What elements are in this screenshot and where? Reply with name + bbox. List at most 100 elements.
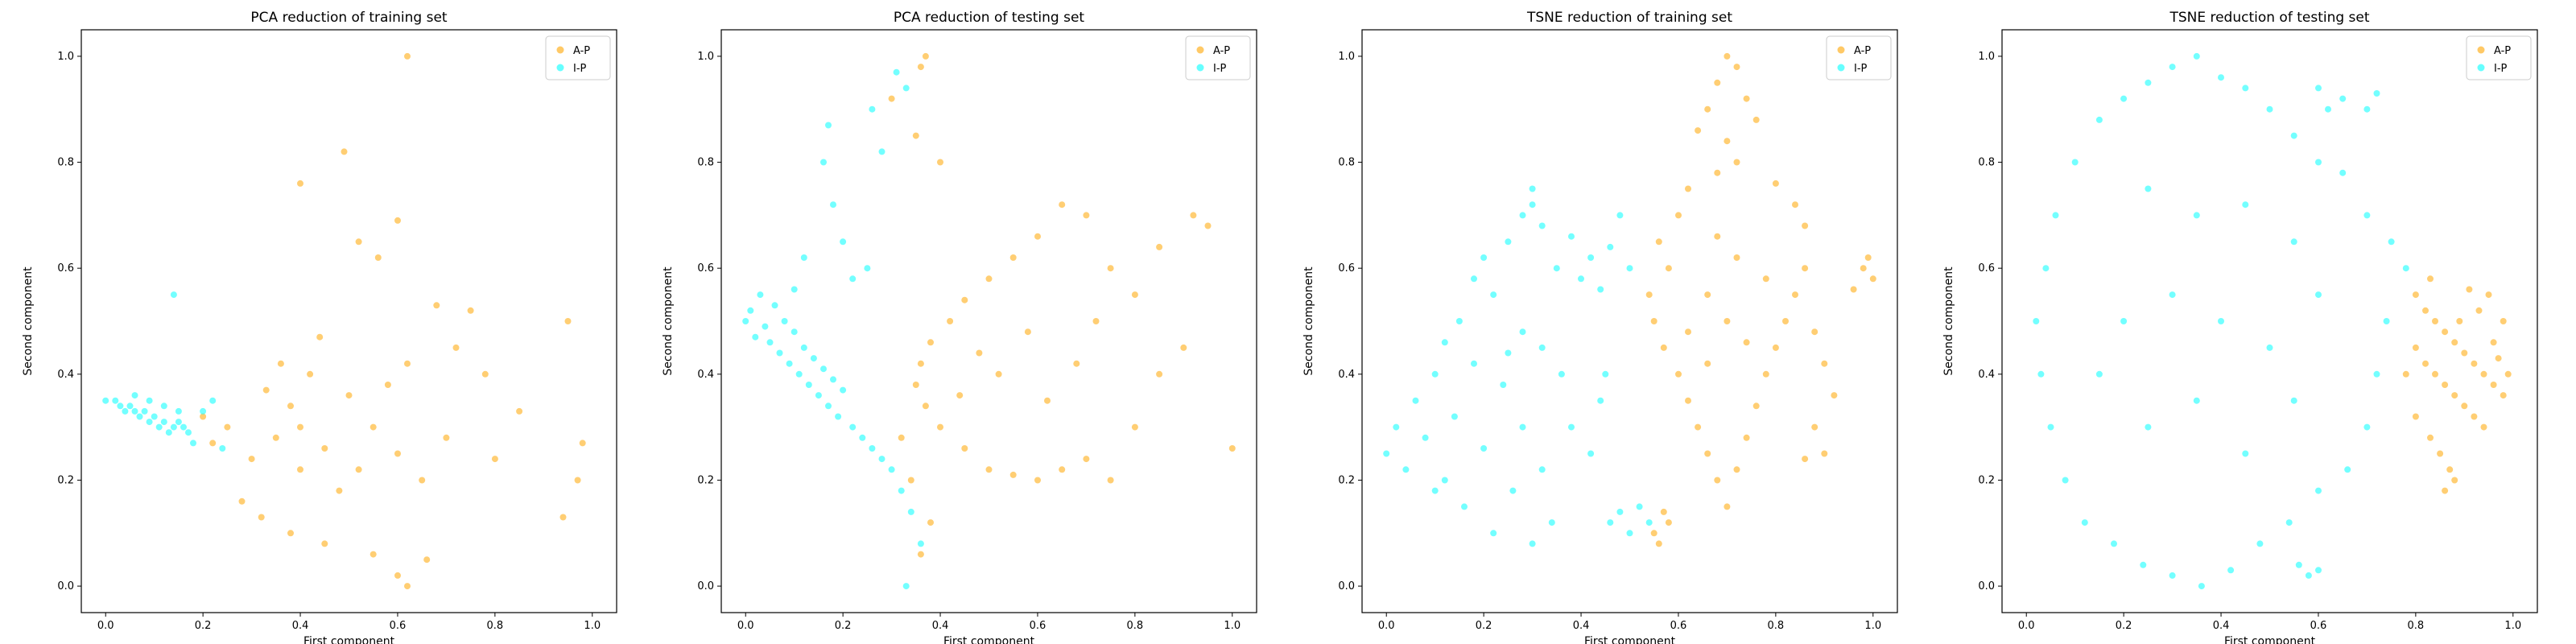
data-point xyxy=(1107,477,1114,484)
data-point xyxy=(1156,243,1163,250)
data-point xyxy=(1607,243,1614,250)
legend: A-P I-P xyxy=(2466,35,2532,80)
data-point xyxy=(1762,370,1769,378)
data-point xyxy=(927,519,934,526)
data-point xyxy=(1024,328,1031,336)
data-point xyxy=(1519,212,1526,219)
data-point xyxy=(1650,530,1657,537)
data-point xyxy=(898,434,905,441)
y-axis-label: Second component xyxy=(1942,266,1955,376)
data-point xyxy=(307,370,314,378)
data-point xyxy=(1568,233,1575,240)
data-point xyxy=(2490,382,2497,388)
data-point xyxy=(423,556,431,564)
data-point xyxy=(112,397,119,404)
data-point xyxy=(1704,360,1711,367)
data-point xyxy=(2456,318,2463,324)
data-point xyxy=(2315,567,2322,574)
data-point xyxy=(2290,238,2297,246)
x-tick-label: 0.2 xyxy=(195,620,212,632)
data-point xyxy=(394,217,401,224)
data-point xyxy=(2344,466,2351,473)
data-point xyxy=(516,407,523,415)
data-point xyxy=(2062,477,2069,484)
data-point xyxy=(2169,572,2176,579)
legend-marker xyxy=(556,64,564,72)
data-point xyxy=(1519,328,1526,336)
data-point xyxy=(1034,233,1041,240)
data-point xyxy=(2227,567,2235,574)
data-point xyxy=(316,333,324,341)
legend-marker xyxy=(1196,64,1204,72)
data-point xyxy=(1505,349,1512,357)
data-point xyxy=(2427,275,2434,283)
data-point xyxy=(1455,318,1463,324)
y-tick-label: 0.4 xyxy=(57,369,74,381)
data-point xyxy=(272,434,279,441)
data-point xyxy=(1383,450,1390,457)
data-point xyxy=(2305,572,2312,579)
data-point xyxy=(2412,413,2419,420)
data-point xyxy=(820,365,827,373)
data-point xyxy=(1538,344,1546,351)
y-tick-label: 0.0 xyxy=(1338,580,1355,592)
data-point xyxy=(2169,291,2176,299)
data-point xyxy=(898,487,905,494)
data-point xyxy=(224,423,231,431)
data-point xyxy=(2432,370,2438,378)
data-point xyxy=(2145,79,2152,86)
data-point xyxy=(869,105,876,113)
data-point xyxy=(1655,540,1662,547)
data-point xyxy=(795,370,803,378)
data-point xyxy=(2033,318,2040,324)
legend-label: I-P xyxy=(2494,63,2508,75)
data-point xyxy=(1228,445,1236,452)
legend-marker xyxy=(1196,46,1204,54)
data-point xyxy=(825,122,832,129)
data-point xyxy=(355,238,362,246)
y-tick-label: 1.0 xyxy=(1338,51,1355,63)
data-point xyxy=(122,407,129,415)
data-point xyxy=(1772,180,1779,187)
legend-marker xyxy=(2477,64,2485,72)
plot-area xyxy=(1361,29,1898,613)
legend-marker xyxy=(1837,64,1845,72)
data-point xyxy=(1402,466,1410,473)
data-point xyxy=(985,466,993,473)
data-point xyxy=(374,254,382,261)
data-point xyxy=(117,402,124,410)
data-point xyxy=(2451,477,2458,484)
x-tick-label: 0.8 xyxy=(487,620,504,632)
data-point xyxy=(2471,360,2478,367)
legend: A-P I-P xyxy=(1185,35,1251,80)
data-point xyxy=(1695,423,1702,431)
data-point xyxy=(1553,265,1560,272)
data-point xyxy=(995,370,1002,378)
data-point xyxy=(830,376,836,383)
data-point xyxy=(747,307,754,314)
legend-marker xyxy=(1837,46,1845,54)
data-point xyxy=(1850,286,1857,293)
data-point xyxy=(1471,360,1477,367)
data-point xyxy=(1636,503,1643,510)
data-point xyxy=(146,419,153,426)
data-point xyxy=(2193,397,2200,404)
x-tick-label: 0.2 xyxy=(835,620,852,632)
data-point xyxy=(2071,159,2079,166)
data-point xyxy=(1529,201,1536,208)
data-point xyxy=(321,540,328,547)
data-point xyxy=(2480,370,2487,378)
data-point xyxy=(321,445,328,452)
data-point xyxy=(1733,64,1740,71)
data-point xyxy=(1675,370,1682,378)
data-point xyxy=(1597,286,1604,293)
data-point xyxy=(262,386,270,394)
data-point xyxy=(2363,423,2371,431)
data-point xyxy=(1811,328,1818,336)
data-point xyxy=(2422,360,2429,367)
data-point xyxy=(2442,382,2449,388)
data-point xyxy=(2451,392,2458,399)
legend-marker xyxy=(2477,46,2485,54)
data-point xyxy=(888,95,895,102)
data-point xyxy=(810,355,817,362)
